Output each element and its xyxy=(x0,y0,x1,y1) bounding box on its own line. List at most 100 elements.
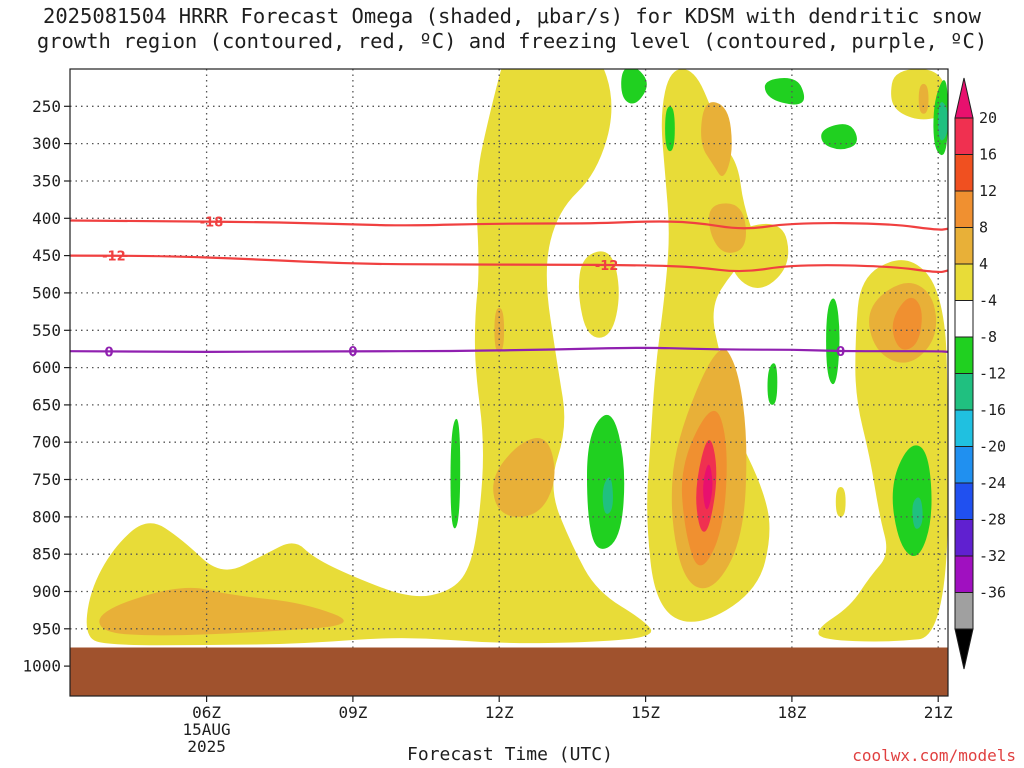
colorbar-top-extend xyxy=(954,77,974,119)
chart-title-line-1: 2025081504 HRRR Forecast Omega (shaded, … xyxy=(43,4,981,28)
contour-label: -12 xyxy=(595,259,619,274)
y-tick-label: 650 xyxy=(32,395,61,414)
colorbar-swatch xyxy=(954,519,974,557)
x-tick-label: 09Z xyxy=(338,703,367,722)
colorbar-swatch xyxy=(954,592,974,630)
colorbar-swatch xyxy=(954,555,974,593)
colorbar-label: -36 xyxy=(979,584,1006,602)
contour-label: 0 xyxy=(836,345,845,360)
colorbar-swatch xyxy=(954,409,974,447)
omega-region-15 xyxy=(918,83,929,114)
x-tick-label: 15Z xyxy=(631,703,660,722)
contour-label: -18 xyxy=(200,216,224,231)
y-tick-label: 750 xyxy=(32,470,61,489)
x-tick-sublabel: 15AUG xyxy=(183,720,231,739)
colorbar-swatch xyxy=(954,446,974,484)
y-tick-label: 600 xyxy=(32,358,61,377)
omega-region-17 xyxy=(892,297,922,350)
y-tick-label: 700 xyxy=(32,433,61,452)
y-tick-label: 800 xyxy=(32,507,61,526)
omega-region-26 xyxy=(826,298,840,385)
colorbar-swatch xyxy=(954,482,974,520)
omega-region-12 xyxy=(99,587,344,636)
omega-region-32 xyxy=(912,497,923,529)
omega-region-3 xyxy=(578,251,619,338)
colorbar-label: 12 xyxy=(979,182,997,200)
colorbar-label: -16 xyxy=(979,401,1006,419)
chart-title: 2025081504 HRRR Forecast Omega (shaded, … xyxy=(0,4,1024,54)
y-tick-label: 250 xyxy=(32,97,61,116)
contour-lines: -18 -12 -12 0 0 0 xyxy=(70,216,948,361)
x-tick-sublabel: 2025 xyxy=(187,737,226,756)
y-tick-label: 900 xyxy=(32,582,61,601)
y-tick-label: 850 xyxy=(32,545,61,564)
colorbar-label: -28 xyxy=(979,511,1006,529)
x-tick-label: 21Z xyxy=(924,703,953,722)
colorbar-label: 20 xyxy=(979,109,997,127)
colorbar-label: -4 xyxy=(979,292,997,310)
contour-line xyxy=(70,346,948,354)
omega-region-29 xyxy=(767,363,778,405)
ground-layer xyxy=(70,647,948,696)
omega-region-22 xyxy=(764,78,805,105)
colorbar-swatch xyxy=(954,336,974,374)
colorbar-label: -20 xyxy=(979,438,1006,456)
y-tick-label: 450 xyxy=(32,246,61,265)
omega-region-30 xyxy=(602,477,613,514)
x-tick-label: 12Z xyxy=(485,703,514,722)
contour-label: 0 xyxy=(104,346,113,361)
colorbar-swatch xyxy=(954,373,974,411)
y-tick-label: 400 xyxy=(32,209,61,228)
omega-region-6 xyxy=(835,487,846,517)
omega-region-20 xyxy=(621,69,647,104)
omega-region-31 xyxy=(938,102,948,141)
chart-title-line-2: growth region (contoured, red, ºC) and f… xyxy=(36,29,988,53)
grid-lines xyxy=(70,69,948,696)
y-tick-label: 950 xyxy=(32,619,61,638)
omega-region-28 xyxy=(450,418,461,529)
colorbar: 20 16 12 8 4 -4 -8 -12 -16 -20 -24 -28 -32 -36 xyxy=(954,77,1006,670)
ground-surface xyxy=(70,647,948,696)
omega-region-9 xyxy=(701,102,732,176)
site-credit: coolwx.com/models xyxy=(852,746,1016,765)
colorbar-swatch xyxy=(954,263,974,301)
colorbar-label: -32 xyxy=(979,547,1006,565)
omega-region-19 xyxy=(703,464,713,510)
omega-region-5 xyxy=(891,69,946,120)
colorbar-swatch xyxy=(954,227,974,265)
contour-label: 0 xyxy=(348,345,357,360)
y-tick-label: 550 xyxy=(32,321,61,340)
contour-label: -12 xyxy=(102,250,126,265)
omega-region-7 xyxy=(584,624,610,635)
colorbar-swatch xyxy=(954,190,974,228)
colorbar-swatch xyxy=(954,117,974,155)
plot-frame xyxy=(69,68,949,697)
contour-line xyxy=(70,219,948,231)
omega-region-11 xyxy=(493,437,555,517)
colorbar-label: -24 xyxy=(979,474,1006,492)
x-tick-label: 18Z xyxy=(777,703,806,722)
colorbar-swatch xyxy=(954,300,974,338)
y-tick-label: 1000 xyxy=(22,657,61,676)
omega-region-21 xyxy=(665,106,675,152)
omega-shading xyxy=(86,69,948,646)
colorbar-label: -8 xyxy=(979,328,997,346)
y-axis: 250 300 350 400 450 500 550 600 650 700 750 800 850 9… xyxy=(22,97,70,676)
colorbar-label: 8 xyxy=(979,219,988,237)
colorbar-bottom-extend xyxy=(954,628,974,670)
omega-region-23 xyxy=(821,124,857,150)
y-tick-label: 500 xyxy=(32,283,61,302)
colorbar-label: -12 xyxy=(979,365,1006,383)
y-tick-label: 300 xyxy=(32,134,61,153)
omega-region-0 xyxy=(86,69,652,646)
colorbar-swatch xyxy=(954,154,974,192)
colorbar-label: 4 xyxy=(979,255,988,273)
y-tick-label: 350 xyxy=(32,172,61,191)
x-tick-label: 06Z xyxy=(192,703,221,722)
x-axis-title: Forecast Time (UTC) xyxy=(407,744,613,765)
colorbar-label: 16 xyxy=(979,146,997,164)
omega-region-27 xyxy=(892,445,932,557)
contour-line xyxy=(70,254,948,274)
